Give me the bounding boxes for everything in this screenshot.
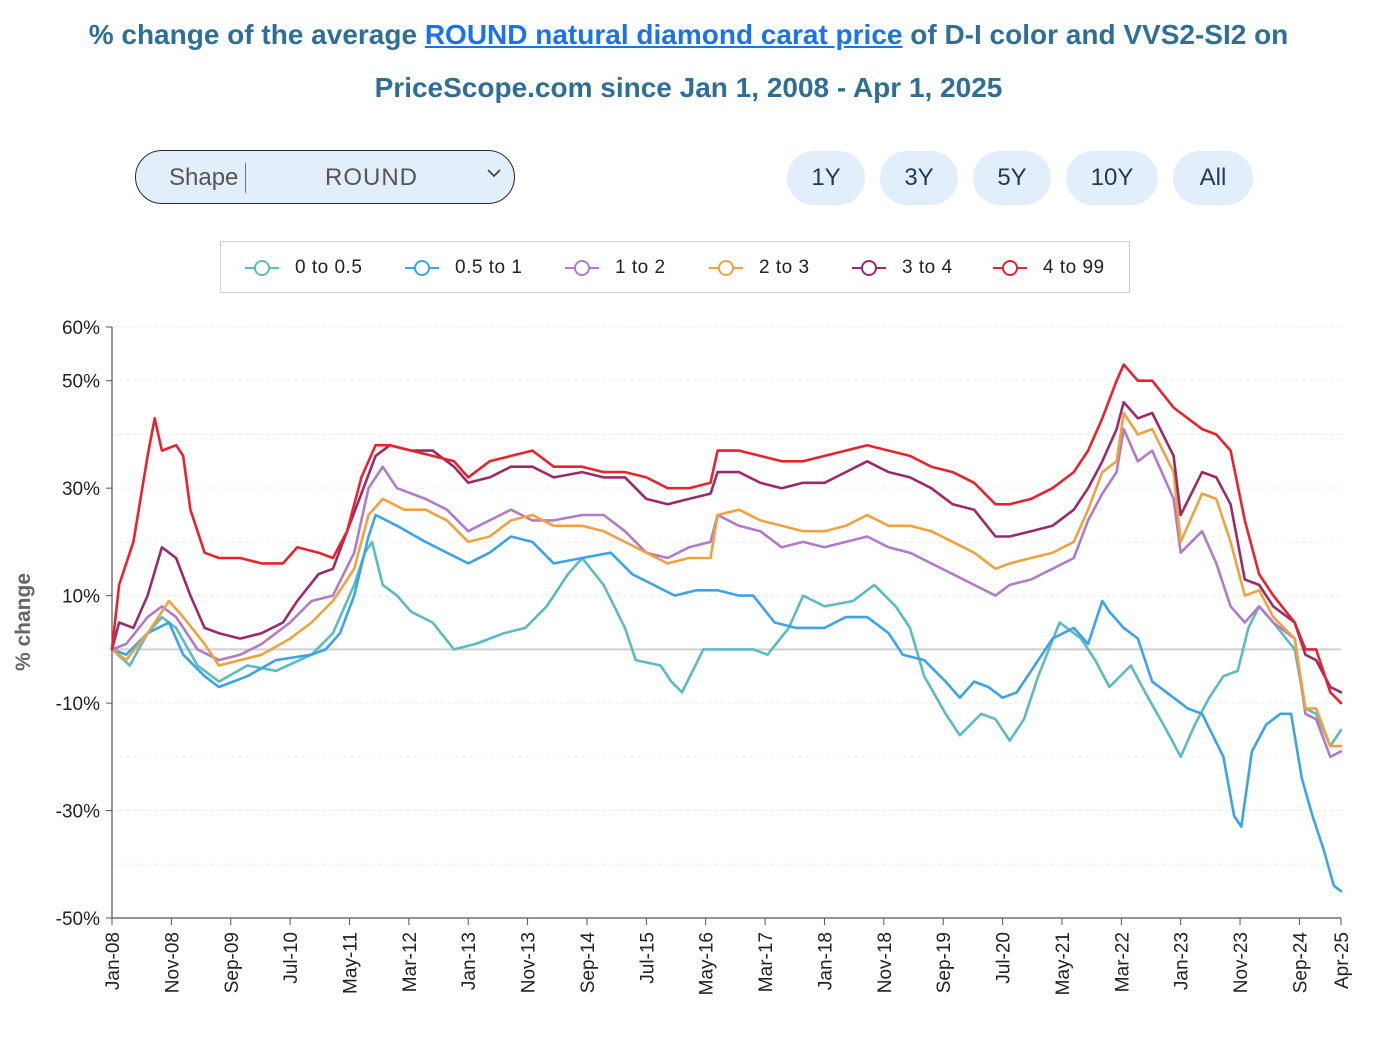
shape-label: Shape bbox=[169, 164, 239, 191]
legend-item-4[interactable]: 3 to 4 bbox=[848, 242, 988, 294]
x-tick-label: Jul-15 bbox=[637, 932, 658, 984]
range-5y-button[interactable]: 5Y bbox=[973, 151, 1051, 205]
legend-marker-2 bbox=[565, 260, 599, 276]
x-tick-label: Sep-19 bbox=[934, 932, 955, 993]
legend-item-5[interactable]: 4 to 99 bbox=[989, 242, 1129, 294]
chevron-down-icon bbox=[487, 169, 501, 178]
range-10y-button[interactable]: 10Y bbox=[1066, 151, 1158, 205]
y-tick-label: 10% bbox=[62, 587, 100, 608]
x-tick-label: Jul-10 bbox=[281, 932, 302, 984]
legend-label-3: 2 to 3 bbox=[759, 257, 810, 278]
grid-lines bbox=[112, 326, 1341, 919]
x-tick-label: Mar-17 bbox=[756, 932, 777, 992]
range-all-button[interactable]: All bbox=[1173, 151, 1253, 205]
series-line-0[interactable] bbox=[110, 540, 1343, 759]
x-tick-label: Jul-20 bbox=[994, 932, 1015, 984]
shape-value: ROUND bbox=[325, 164, 418, 191]
shape-separator bbox=[245, 163, 246, 193]
x-tick-label: Nov-08 bbox=[162, 932, 183, 993]
series-line-3[interactable] bbox=[110, 411, 1343, 748]
x-tick-label: Mar-22 bbox=[1112, 932, 1133, 992]
y-tick-label: 60% bbox=[62, 318, 100, 339]
series-line-4[interactable] bbox=[110, 400, 1343, 694]
x-tick-label: Sep-09 bbox=[222, 932, 243, 993]
y-axis-title: % change bbox=[12, 573, 35, 671]
legend-label-1: 0.5 to 1 bbox=[455, 257, 523, 278]
legend-marker-3 bbox=[709, 260, 743, 276]
axes: -50% -30% -10% 10% 30% 50% 60% Jan-08 Nov-08 Sep-… bbox=[56, 318, 1353, 995]
legend-item-2[interactable]: 1 to 2 bbox=[561, 242, 701, 294]
legend-marker-5 bbox=[993, 260, 1027, 276]
legend-item-0[interactable]: 0 to 0.5 bbox=[241, 242, 391, 294]
legend-marker-1 bbox=[405, 260, 439, 276]
x-tick-label: Jan-13 bbox=[459, 932, 480, 990]
legend-marker-0 bbox=[245, 260, 279, 276]
range-3y-button[interactable]: 3Y bbox=[880, 151, 958, 205]
series-line-1[interactable] bbox=[110, 513, 1343, 893]
title-link[interactable]: ROUND natural diamond carat price bbox=[424, 19, 903, 50]
legend-label-0: 0 to 0.5 bbox=[295, 257, 363, 278]
x-tick-label: May-16 bbox=[697, 932, 718, 995]
title-prefix: % change of the average bbox=[88, 19, 425, 50]
title-line2: PriceScope.com since Jan 1, 2008 - Apr 1… bbox=[374, 72, 1003, 103]
chart-legend: 0 to 0.5 0.5 to 1 1 to 2 2 to 3 3 to 4 4… bbox=[220, 241, 1130, 293]
x-tick-label: Sep-24 bbox=[1290, 932, 1311, 994]
series-lines bbox=[110, 363, 1343, 893]
y-tick-label: 30% bbox=[62, 479, 100, 500]
legend-item-3[interactable]: 2 to 3 bbox=[705, 242, 845, 294]
x-tick-label: Apr-25 bbox=[1332, 932, 1353, 989]
x-tick-label: Nov-13 bbox=[519, 932, 540, 993]
x-tick-label: Nov-23 bbox=[1231, 932, 1252, 993]
x-tick-label: Jan-18 bbox=[815, 932, 836, 990]
series-line-2[interactable] bbox=[110, 427, 1343, 759]
legend-marker-4 bbox=[852, 260, 886, 276]
x-tick-label: May-21 bbox=[1053, 932, 1074, 995]
legend-label-2: 1 to 2 bbox=[615, 257, 666, 278]
y-tick-label: 50% bbox=[62, 372, 100, 393]
y-tick-label: -30% bbox=[56, 802, 100, 823]
chart-title: % change of the average ROUND natural di… bbox=[0, 8, 1377, 114]
series-line-5[interactable] bbox=[110, 363, 1343, 705]
range-1y-button[interactable]: 1Y bbox=[787, 151, 865, 205]
x-tick-label: Sep-14 bbox=[578, 932, 599, 994]
shape-select[interactable]: Shape ROUND bbox=[135, 150, 515, 204]
x-tick-label: Mar-12 bbox=[400, 932, 421, 992]
title-suffix: of D-I color and VVS2-SI2 on bbox=[902, 19, 1289, 50]
legend-item-1[interactable]: 0.5 to 1 bbox=[401, 242, 551, 294]
x-tick-label: Jan-23 bbox=[1172, 932, 1193, 990]
legend-label-4: 3 to 4 bbox=[902, 257, 953, 278]
x-tick-label: Nov-18 bbox=[875, 932, 896, 993]
x-tick-label: Jan-08 bbox=[103, 932, 124, 990]
x-tick-label: May-11 bbox=[340, 932, 361, 994]
legend-label-5: 4 to 99 bbox=[1043, 257, 1105, 278]
y-tick-label: -50% bbox=[56, 909, 100, 930]
y-tick-label: -10% bbox=[56, 694, 100, 715]
